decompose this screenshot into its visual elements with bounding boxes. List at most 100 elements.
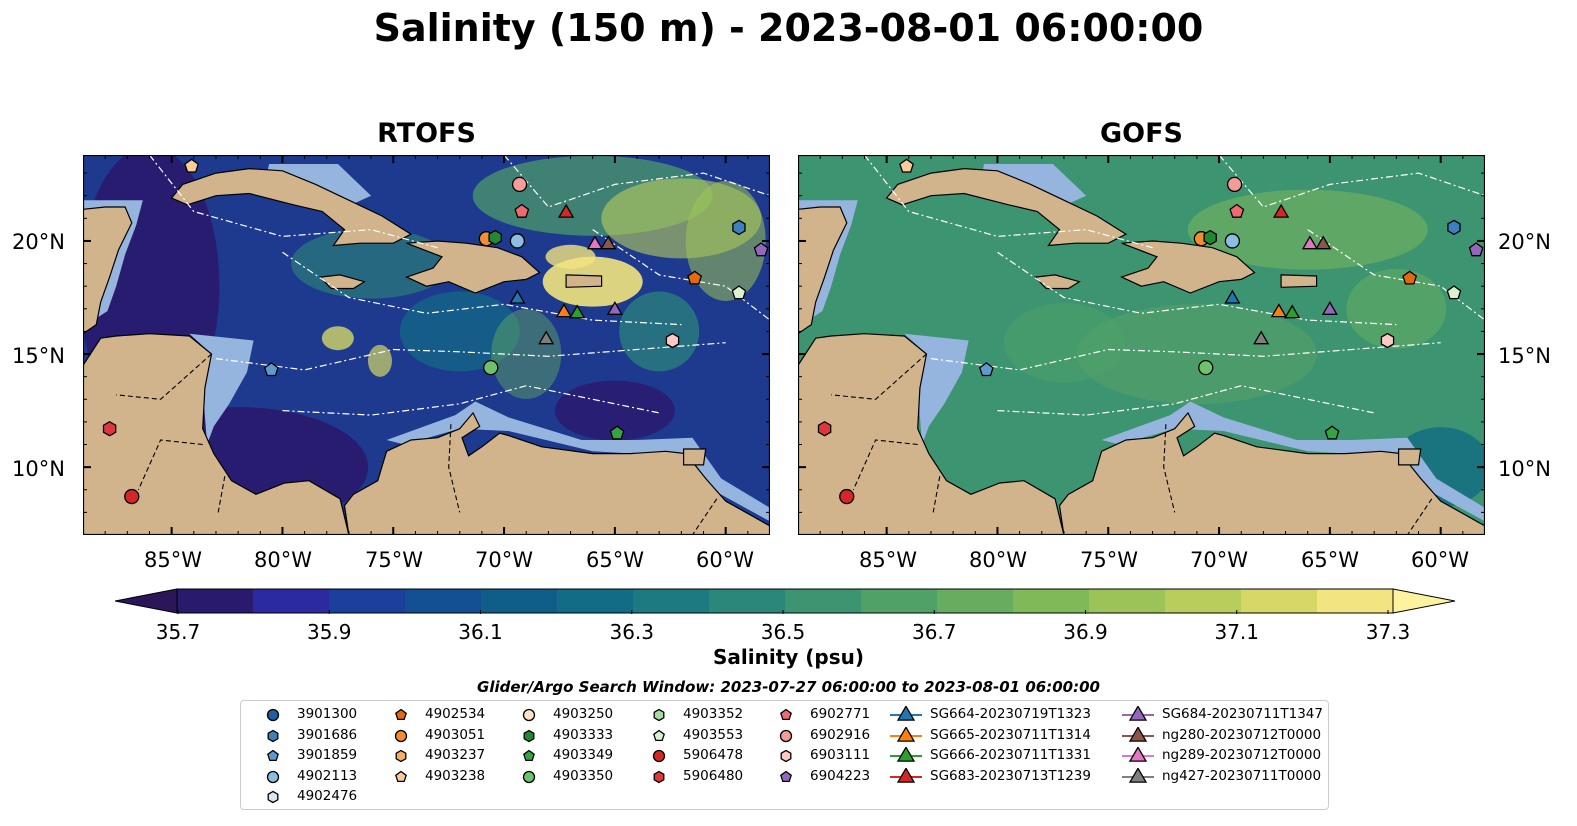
legend-triangle-icon xyxy=(1128,726,1148,742)
lon-label-85w-rtofs: 85°W xyxy=(144,548,202,572)
lon-label-80w-gofs: 80°W xyxy=(969,548,1027,572)
legend-label: 3901686 xyxy=(297,726,358,743)
legend-label: 4902534 xyxy=(425,706,486,722)
legend-circle-icon xyxy=(394,729,408,742)
obs-marker-4903350 xyxy=(483,359,499,376)
legend-label: 4903238 xyxy=(425,767,486,784)
map-panel-gofs xyxy=(798,155,1485,535)
obs-marker-4902113 xyxy=(509,233,526,249)
obs-marker-ng280-20230712t0000 xyxy=(600,235,617,250)
legend-label: 5906478 xyxy=(683,747,744,763)
salinity-patch xyxy=(1346,268,1447,349)
obs-marker-sg664-20230719t1323 xyxy=(509,289,526,304)
obs-marker-4903333 xyxy=(1203,229,1217,246)
obs-marker-4902534 xyxy=(1402,270,1418,285)
legend-marker-icon xyxy=(394,729,408,742)
legend-label: SG665-20230711T1314 xyxy=(930,726,1091,743)
obs-marker-ng427-20230711t0000 xyxy=(1253,330,1270,345)
search-window-label: Glider/Argo Search Window: 2023-07-27 06… xyxy=(477,678,1100,696)
colorbar-tick-label: 36.1 xyxy=(458,620,503,644)
colorbar-segment xyxy=(557,589,634,613)
legend-circle-icon xyxy=(266,708,280,722)
legend-label: SG664-20230719T1323 xyxy=(930,706,1091,722)
legend-label: 6903111 xyxy=(810,747,871,763)
legend-hexagon-icon xyxy=(267,729,279,742)
map-frame xyxy=(83,155,770,535)
legend-triangle-icon xyxy=(896,767,916,783)
obs-marker-5906480 xyxy=(102,420,117,437)
country-border xyxy=(831,353,927,400)
colorbar-tick-label: 36.5 xyxy=(760,620,806,644)
salinity-patch xyxy=(491,309,562,400)
legend-hexagon-icon xyxy=(395,749,407,763)
obs-marker-sg684-20230711t1347 xyxy=(1321,301,1338,315)
obs-marker-3901859 xyxy=(978,362,994,377)
figure-title: Salinity (150 m) - 2023-08-01 06:00:00 xyxy=(373,6,1204,50)
lon-label-80w-rtofs: 80°W xyxy=(254,548,312,572)
country-border xyxy=(137,439,203,491)
legend-hexagon-icon xyxy=(780,749,792,763)
land-mass xyxy=(798,333,1065,535)
lon-label-60w-rtofs: 60°W xyxy=(696,548,754,572)
obs-marker-3901686 xyxy=(1447,219,1461,236)
colorbar-segment xyxy=(937,589,1014,613)
obs-marker-6903111 xyxy=(1380,332,1395,349)
lon-label-65w-gofs: 65°W xyxy=(1301,548,1359,572)
country-border xyxy=(217,476,226,513)
legend-triangle-icon xyxy=(896,726,916,742)
legend-label: SG666-20230711T1331 xyxy=(930,747,1091,763)
legend-label: 4902113 xyxy=(297,767,358,784)
land-mass xyxy=(1033,274,1081,290)
legend-hexagon-icon xyxy=(653,708,665,722)
colorbar-segment xyxy=(1165,589,1242,613)
land-mass xyxy=(1397,448,1422,466)
legend-triangle-icon xyxy=(896,747,916,762)
colorbar-tick-label: 35.7 xyxy=(155,620,201,644)
land-mass xyxy=(1119,240,1256,294)
eez-boundary xyxy=(592,229,770,321)
colorbar-under-arrow xyxy=(115,588,178,614)
obs-marker-4903238 xyxy=(184,158,199,173)
land-mass xyxy=(83,333,350,535)
legend-hexagon-icon xyxy=(523,729,535,742)
legend-marker-icon xyxy=(780,770,792,782)
legend-pentagon-icon xyxy=(267,749,279,762)
legend-pentagon-icon xyxy=(523,749,535,762)
obs-marker-4903349 xyxy=(1324,425,1340,440)
legend-label: 4903553 xyxy=(683,726,744,743)
country-border xyxy=(1406,498,1433,535)
colorbar-segment xyxy=(1241,589,1318,613)
obs-marker-4902534 xyxy=(687,270,703,285)
colorbar-segment xyxy=(709,589,786,613)
obs-marker-4903350 xyxy=(1198,359,1214,376)
legend-label: 4903333 xyxy=(553,726,614,743)
legend-hexagon-icon xyxy=(653,770,665,783)
land-mass xyxy=(170,167,413,247)
legend-circle-icon xyxy=(522,770,536,783)
obs-marker-sg665-20230711t1314 xyxy=(1270,303,1288,318)
legend-marker-icon xyxy=(1122,726,1154,742)
obs-marker-3901859 xyxy=(263,362,279,377)
land-mass xyxy=(682,448,707,466)
legend-triangle-icon xyxy=(1128,706,1148,721)
obs-marker-4903238 xyxy=(899,158,914,173)
legend-marker-icon xyxy=(653,729,665,741)
legend-label: 4903250 xyxy=(553,706,614,722)
map-panel-rtofs xyxy=(83,155,770,535)
salinity-patch xyxy=(554,380,675,441)
legend-marker-icon xyxy=(1122,706,1154,721)
lon-label-65w-rtofs: 65°W xyxy=(586,548,644,572)
legend-pentagon-icon xyxy=(780,708,792,721)
colorbar-segment xyxy=(861,589,938,613)
obs-marker-5906478 xyxy=(839,488,855,505)
legend-circle-icon xyxy=(779,729,793,742)
obs-marker-sg683-20230713t1239 xyxy=(1272,203,1290,218)
colorbar-segment xyxy=(481,589,558,613)
land-mass xyxy=(83,206,133,335)
legend-label: 4903350 xyxy=(553,767,614,784)
legend-marker-icon xyxy=(890,767,922,783)
colorbar-segment xyxy=(405,589,482,613)
eez-boundary xyxy=(864,155,1153,249)
legend: 3901300 3901686 3901859 4902113 4902476 49025… xyxy=(240,700,1329,810)
country-border xyxy=(448,424,461,513)
